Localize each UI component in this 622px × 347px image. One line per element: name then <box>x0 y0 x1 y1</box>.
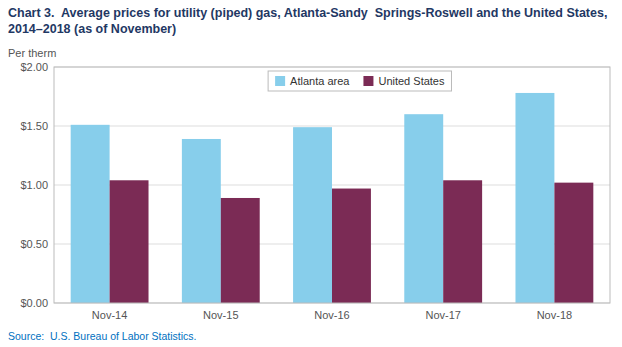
title-group: Chart 3. Average prices for utility (pip… <box>8 6 607 36</box>
y-axis: $0.00 $0.50 $1.00 $1.50 $2.00 <box>20 61 610 309</box>
x-tick-label: Nov-16 <box>314 309 349 321</box>
y-tick-label: $0.50 <box>20 238 48 250</box>
y-axis-label: Per therm <box>8 47 56 59</box>
bar <box>443 180 482 303</box>
source-note: Source: U.S. Bureau of Labor Statistics. <box>8 330 197 342</box>
legend-swatch <box>363 76 373 86</box>
bar <box>332 189 371 303</box>
plot-frame <box>54 67 610 303</box>
bars <box>71 93 594 303</box>
x-tick-label: Nov-18 <box>537 309 572 321</box>
y-tick-label: $2.00 <box>20 61 48 73</box>
bar <box>554 183 593 303</box>
legend: Atlanta area United States <box>268 71 451 91</box>
chart: Chart 3. Average prices for utility (pip… <box>0 0 622 347</box>
legend-label: United States <box>378 75 445 87</box>
x-tick-label: Nov-15 <box>203 309 238 321</box>
legend-label: Atlanta area <box>290 75 350 87</box>
bar <box>110 180 149 303</box>
bar <box>182 139 221 303</box>
legend-box <box>268 71 451 91</box>
bar <box>71 125 110 303</box>
bar <box>404 114 443 303</box>
x-axis: Nov-14 Nov-15 Nov-16 Nov-17 Nov-18 <box>92 309 572 321</box>
x-tick-label: Nov-14 <box>92 309 127 321</box>
x-tick-label: Nov-17 <box>425 309 460 321</box>
legend-swatch <box>275 76 285 86</box>
bar <box>221 198 260 303</box>
title: Chart 3. Average prices for utility (pip… <box>8 6 607 36</box>
y-tick-label: $1.50 <box>20 120 48 132</box>
y-tick-label: $1.00 <box>20 179 48 191</box>
background <box>0 0 622 347</box>
bar <box>293 127 332 303</box>
y-tick-label: $0.00 <box>20 297 48 309</box>
bar <box>515 93 554 303</box>
